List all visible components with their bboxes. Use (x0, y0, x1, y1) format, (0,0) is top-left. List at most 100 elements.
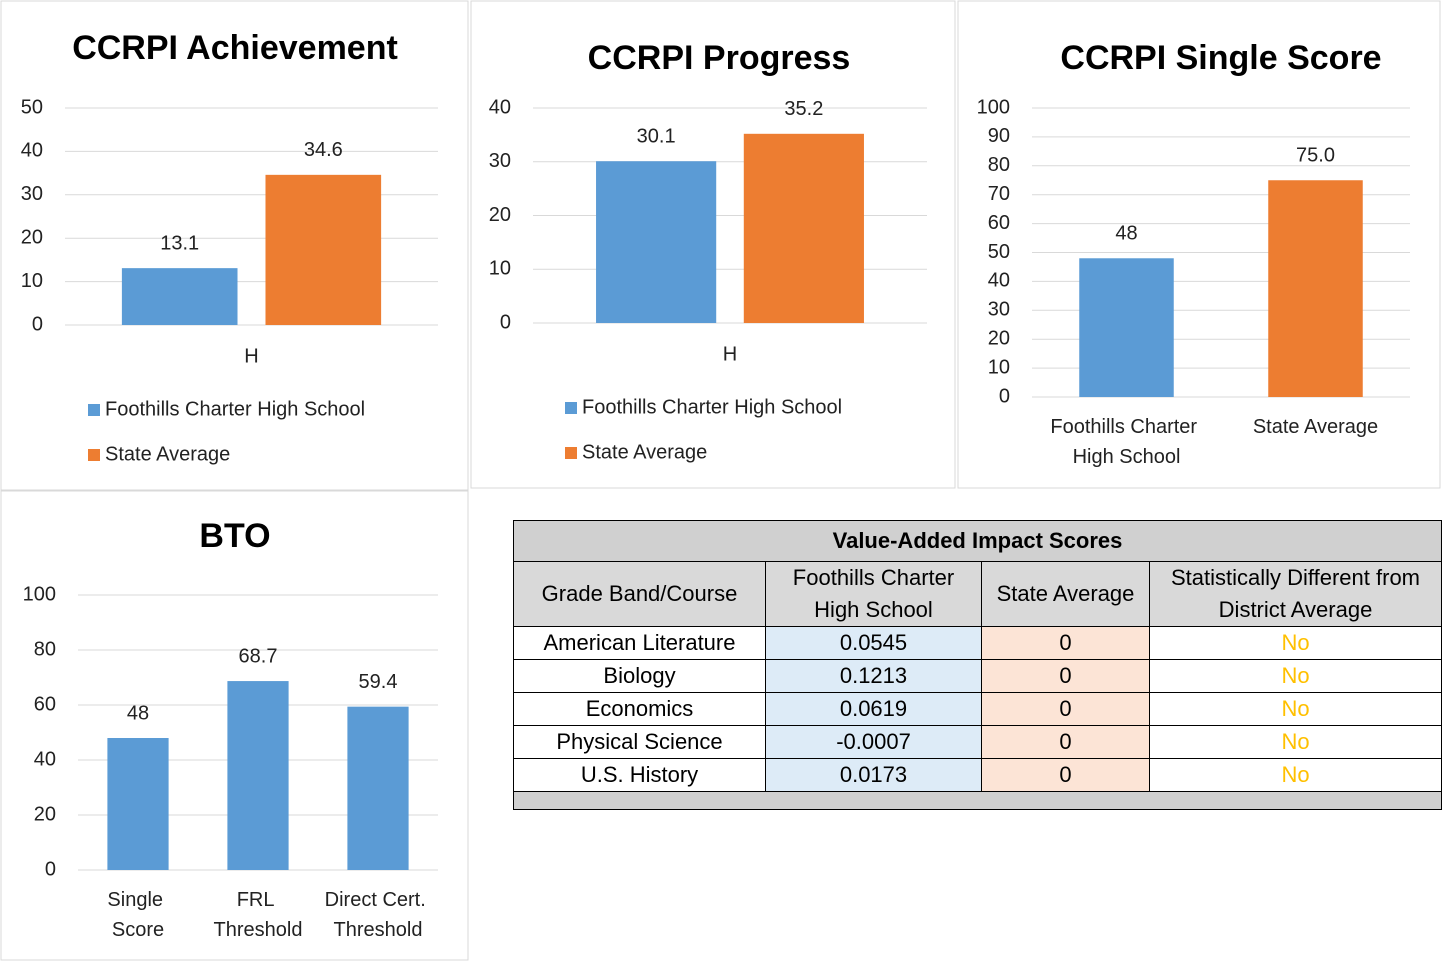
bar (743, 133, 864, 323)
y-tick-label: 50 (988, 241, 1010, 263)
y-tick-label: 0 (32, 313, 43, 335)
y-tick-label: 40 (34, 748, 56, 770)
y-tick-label: 10 (988, 356, 1010, 378)
table-cell: Biology (513, 659, 766, 693)
y-tick-label: 30 (489, 150, 511, 172)
table-cell: No (1148, 758, 1442, 792)
x-tick-label: Foothills Charter High School (1050, 416, 1202, 468)
bar (1079, 258, 1174, 397)
x-tick-label: State Average (1253, 416, 1378, 438)
y-tick-label: 20 (988, 327, 1010, 349)
header-cell: State Average (981, 561, 1150, 627)
table-row: Economics 0.0619 0 No (513, 692, 1442, 726)
table-cell: American Literature (513, 626, 766, 660)
y-tick-label: 20 (21, 226, 43, 248)
y-tick-label: 50 (21, 96, 43, 118)
data-label: 34.6 (304, 139, 343, 161)
x-tick-label: H (244, 345, 258, 367)
table-cell: 0.1213 (765, 659, 982, 693)
legend-swatch (88, 404, 100, 416)
x-tick-label: Direct Cert. Threshold (325, 889, 432, 941)
y-tick-label: 0 (45, 858, 56, 880)
y-tick-label: 100 (23, 583, 56, 605)
table-cell: -0.0007 (765, 725, 982, 759)
y-tick-label: 30 (21, 183, 43, 205)
panel (470, 0, 956, 489)
table-cell: 0 (981, 725, 1150, 759)
y-tick-label: 40 (988, 270, 1010, 292)
legend-swatch (565, 447, 577, 459)
panel (0, 0, 469, 491)
table-cell: No (1148, 626, 1442, 660)
table-cell: Physical Science (513, 725, 766, 759)
bar (1268, 180, 1363, 397)
y-tick-label: 90 (988, 125, 1010, 147)
data-label: 48 (127, 702, 149, 724)
table-cell: 0 (981, 692, 1150, 726)
x-tick-label: FRL Threshold (214, 889, 303, 941)
y-tick-label: 100 (977, 96, 1010, 118)
y-tick-label: 60 (34, 693, 56, 715)
table-row: Biology 0.1213 0 No (513, 659, 1442, 693)
data-label: 13.1 (160, 232, 199, 254)
y-tick-label: 20 (489, 204, 511, 226)
data-label: 75.0 (1296, 145, 1335, 167)
table-cell: U.S. History (513, 758, 766, 792)
data-label: 30.1 (637, 125, 676, 147)
y-tick-label: 0 (500, 311, 511, 333)
y-tick-label: 80 (34, 638, 56, 660)
x-tick-label: H (723, 343, 737, 365)
bar (596, 161, 717, 323)
y-tick-label: 30 (988, 299, 1010, 321)
data-label: 59.4 (359, 671, 398, 693)
table-cell: 0.0173 (765, 758, 982, 792)
data-label: 48 (1115, 223, 1137, 245)
table-cell: 0.0619 (765, 692, 982, 726)
y-tick-label: 40 (489, 96, 511, 118)
table-cell: Economics (513, 692, 766, 726)
header-cell: Foothills Charter High School (765, 561, 982, 627)
bar (107, 738, 169, 870)
y-tick-label: 10 (21, 270, 43, 292)
bar (347, 706, 409, 870)
bar (265, 174, 382, 325)
bar (121, 268, 238, 325)
value-added-table: Value-Added Impact Scores Grade Band/Cou… (512, 520, 1442, 810)
table-cell: 0 (981, 758, 1150, 792)
y-tick-label: 10 (489, 258, 511, 280)
y-tick-label: 80 (988, 154, 1010, 176)
y-tick-label: 60 (988, 212, 1010, 234)
chart-title: CCRPI Progress (588, 39, 851, 77)
y-tick-label: 20 (34, 803, 56, 825)
x-tick-label: Single Score (107, 889, 168, 941)
table-row: U.S. History 0.0173 0 No (513, 758, 1442, 792)
panel (0, 490, 469, 961)
legend-swatch (565, 402, 577, 414)
legend-label: State Average (105, 443, 230, 465)
table-cell: No (1148, 725, 1442, 759)
legend-swatch (88, 449, 100, 461)
y-tick-label: 70 (988, 183, 1010, 205)
table-row: Physical Science -0.0007 0 No (513, 725, 1442, 759)
panel (957, 0, 1441, 489)
header-cell: Statistically Different from District Av… (1148, 561, 1442, 627)
bar (227, 681, 289, 870)
table-cell: No (1148, 692, 1442, 726)
legend-label: State Average (582, 441, 707, 463)
legend-label: Foothills Charter High School (105, 398, 365, 420)
footer-cell (512, 791, 1442, 810)
data-label: 35.2 (784, 98, 823, 120)
table-cell: 0 (981, 626, 1150, 660)
table-footer (512, 791, 1442, 810)
table-cell: 0 (981, 659, 1150, 693)
table-title: Value-Added Impact Scores (512, 520, 1442, 562)
chart-title: BTO (199, 517, 270, 555)
y-tick-label: 0 (999, 385, 1010, 407)
chart-title: CCRPI Achievement (72, 29, 398, 67)
legend-label: Foothills Charter High School (582, 396, 842, 418)
table-row: American Literature 0.0545 0 No (513, 626, 1442, 660)
y-tick-label: 40 (21, 140, 43, 162)
table-cell: No (1148, 659, 1442, 693)
